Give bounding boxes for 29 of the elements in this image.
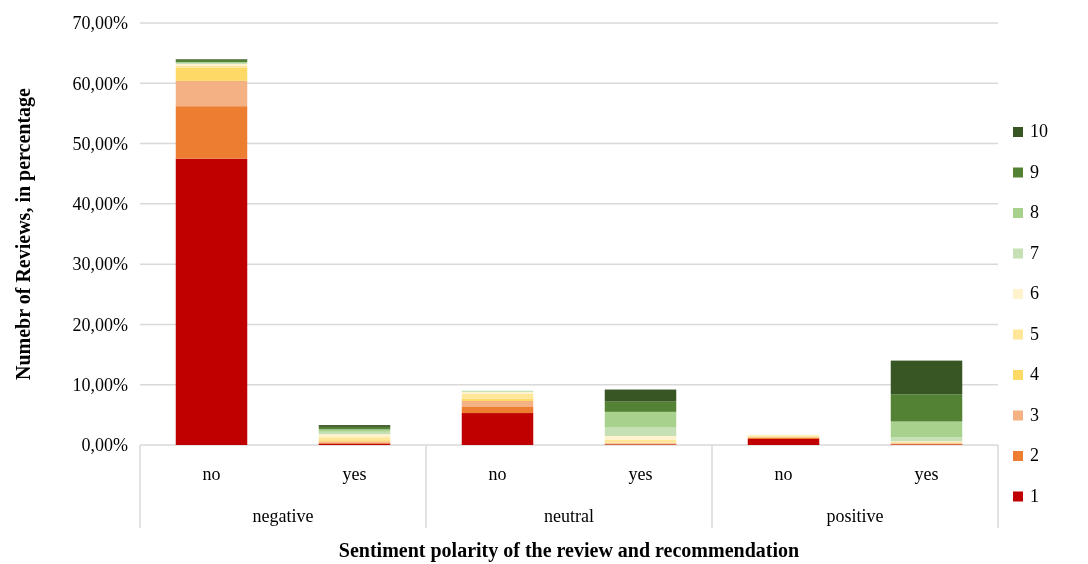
text: negative [252, 506, 314, 526]
legend-label: 6 [1030, 283, 1039, 303]
legend-label: 7 [1030, 242, 1039, 263]
y-tick-label: 10,00% [72, 375, 128, 396]
y-tick-label: 0,00% [81, 435, 128, 456]
legend-label: 4 [1030, 364, 1039, 384]
x-tick-label: no [488, 464, 507, 484]
text: positive [826, 506, 884, 526]
x-tick-label: no [774, 464, 793, 484]
x-tick-label: yes [342, 464, 367, 484]
y-axis-title: Numebr of Reviews, in percentage [12, 87, 35, 380]
y-tick-label: 50,00% [72, 133, 128, 154]
legend-label: 5 [1030, 323, 1039, 344]
y-tick-label: 20,00% [72, 314, 128, 335]
text: neutral [544, 506, 594, 526]
legend-label: 3 [1030, 404, 1039, 425]
legend-label: 8 [1030, 202, 1039, 222]
y-tick-label: 70,00% [72, 13, 128, 34]
y-tick-label: 40,00% [72, 194, 128, 215]
legend-label: 10 [1030, 121, 1048, 141]
x-tick-label: yes [914, 464, 939, 484]
y-tick-label: 60,00% [72, 73, 128, 94]
legend-label: 2 [1030, 445, 1039, 465]
y-tick-label: 30,00% [72, 254, 128, 275]
x-tick-label: no [202, 464, 221, 484]
legend-label: 1 [1030, 485, 1039, 506]
x-tick-label: yes [628, 464, 653, 484]
legend-label: 9 [1030, 161, 1039, 182]
x-axis-title: Sentiment polarity of the review and recommendation [338, 539, 800, 562]
